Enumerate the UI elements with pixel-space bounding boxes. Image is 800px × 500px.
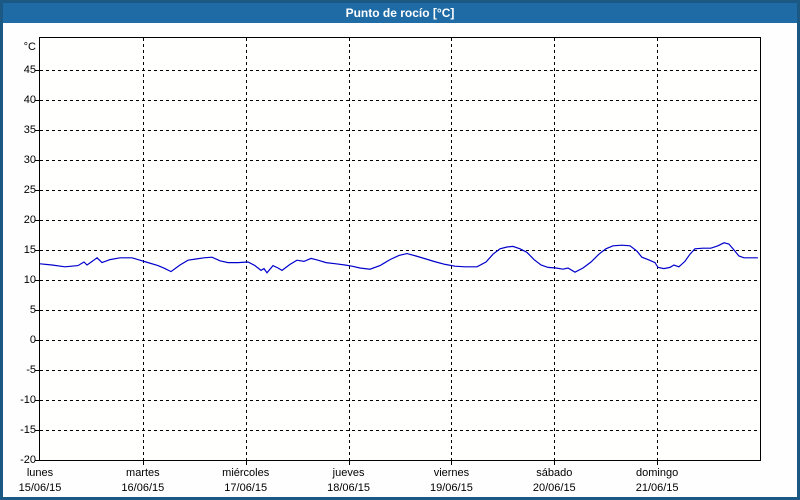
x-axis-day-label: martes [126, 467, 160, 479]
x-axis-date-label: 20/06/15 [532, 482, 576, 494]
chart-title: Punto de rocío [°C] [345, 6, 455, 20]
y-axis-tick [35, 370, 39, 371]
dew-point-line-chart [40, 38, 760, 460]
plot-area [39, 37, 761, 461]
y-axis-unit-label: °C [23, 41, 36, 53]
x-axis-date-label: 21/06/15 [635, 482, 679, 494]
y-axis-label: 20 [23, 213, 36, 226]
x-axis-date-label: 18/06/15 [327, 482, 370, 494]
x-axis-date-label: 16/06/15 [121, 482, 165, 494]
y-axis-label: 15 [23, 243, 36, 256]
x-axis-day-label: lunes [26, 467, 54, 479]
y-axis-tick [35, 100, 39, 101]
x-axis-tick [657, 461, 658, 465]
y-axis-label: -5 [26, 363, 36, 376]
x-axis-day-label: domingo [636, 467, 679, 479]
y-axis-tick [35, 340, 39, 341]
x-axis-date-label: 15/06/15 [18, 482, 62, 494]
x-axis-tick [554, 461, 555, 465]
x-axis-tick [246, 461, 247, 465]
x-axis-tick [143, 461, 144, 465]
x-axis-tick [349, 461, 350, 465]
y-axis-tick [35, 310, 39, 311]
x-axis-day-label: viernes [433, 467, 470, 479]
x-axis-day-label: miércoles [222, 467, 270, 479]
y-axis-label: 0 [29, 333, 36, 346]
y-axis-tick [35, 220, 39, 221]
y-axis-label: 45 [23, 63, 36, 76]
y-axis-tick [35, 160, 39, 161]
y-axis-tick [35, 460, 39, 461]
y-axis-label: 30 [23, 153, 36, 166]
y-axis-label: 25 [23, 183, 36, 196]
y-axis-label: -15 [20, 423, 36, 436]
y-axis-label: 10 [23, 273, 36, 286]
x-axis-date-label: 19/06/15 [430, 482, 473, 494]
y-axis-tick [35, 280, 39, 281]
y-axis-label: 40 [23, 93, 36, 106]
x-axis-tick [451, 461, 452, 465]
y-axis-tick [35, 190, 39, 191]
y-axis-label: -10 [20, 393, 36, 406]
title-bar: Punto de rocío [°C] [3, 3, 797, 23]
x-axis-date-label: 17/06/15 [224, 482, 268, 494]
y-axis-label: -20 [20, 454, 36, 466]
x-axis-day-label: jueves [332, 467, 365, 479]
series-line [40, 242, 758, 274]
y-axis-label: 35 [23, 123, 36, 136]
y-axis-tick [35, 400, 39, 401]
y-axis-tick [35, 430, 39, 431]
x-axis-day-label: sábado [536, 467, 573, 479]
y-axis-tick [35, 130, 39, 131]
y-axis-tick [35, 70, 39, 71]
y-axis-tick [35, 250, 39, 251]
y-axis-label: 5 [29, 303, 36, 316]
